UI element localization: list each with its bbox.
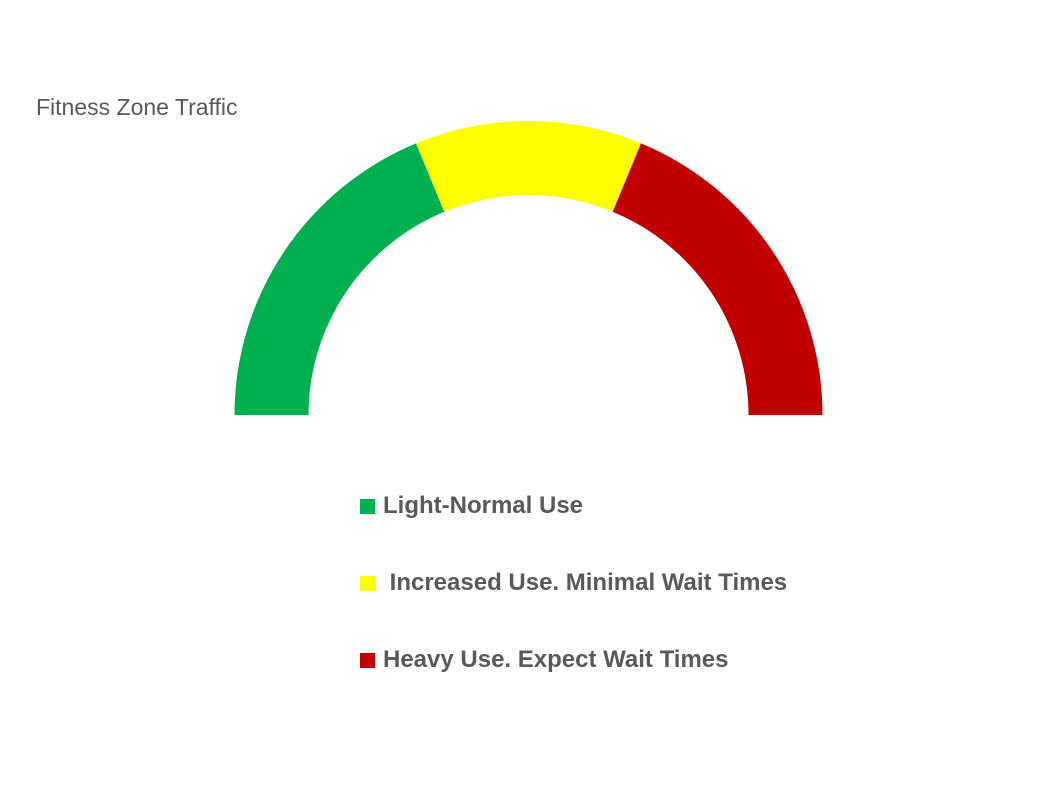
gauge-segment-light-normal bbox=[234, 143, 445, 415]
legend: Light-Normal Use Increased Use. Minimal … bbox=[360, 488, 980, 719]
legend-label: Light-Normal Use bbox=[383, 492, 584, 519]
legend-label: Heavy Use. Expect Wait Times bbox=[383, 646, 729, 673]
gauge-segment-heavy bbox=[612, 143, 823, 415]
legend-swatch bbox=[360, 575, 375, 591]
legend-swatch bbox=[360, 652, 375, 668]
legend-label: Increased Use. Minimal Wait Times bbox=[383, 569, 788, 596]
chart-title: Fitness Zone Traffic bbox=[36, 94, 238, 120]
legend-swatch bbox=[360, 498, 375, 514]
legend-item-heavy: Heavy Use. Expect Wait Times bbox=[360, 642, 980, 678]
gauge-segment-increased bbox=[415, 121, 642, 212]
legend-item-increased: Increased Use. Minimal Wait Times bbox=[360, 565, 980, 601]
legend-item-light-normal: Light-Normal Use bbox=[360, 488, 980, 524]
